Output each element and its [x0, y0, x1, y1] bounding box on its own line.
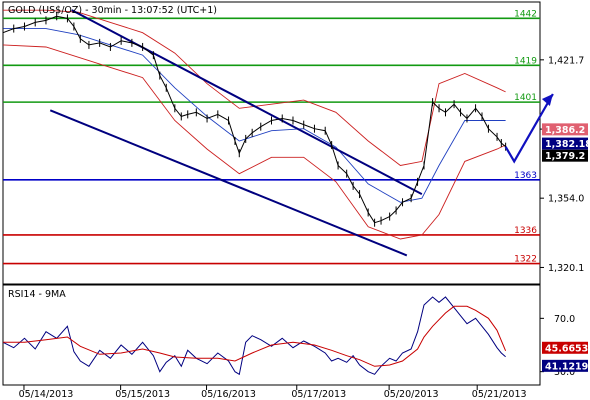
x-tick-label: 05/21/2013 — [472, 389, 527, 400]
x-tick-label: 05/16/2013 — [201, 389, 256, 400]
trend-channel — [49, 9, 423, 257]
rsi-tag-rsi-box — [542, 359, 588, 372]
x-tick-label: 05/15/2013 — [115, 389, 170, 400]
price-tag-upper-band-box — [542, 123, 588, 136]
x-tick-label: 05/14/2013 — [19, 389, 74, 400]
rsi-ma-line — [3, 305, 507, 367]
projection-arrow — [504, 93, 554, 164]
price-y-tick-label: 1,320.1 — [548, 263, 584, 274]
rsi-y-tick-label: 70.0 — [554, 314, 575, 325]
x-tick-label: 05/20/2013 — [384, 389, 439, 400]
price-y-tick-label: 1,421.7 — [548, 55, 584, 66]
price-series — [2, 12, 507, 227]
trend-channel-line-2 — [49, 109, 408, 257]
price-tag-close-label: 1,379.2 — [545, 151, 585, 162]
level-label-1442: 1442 — [514, 9, 537, 19]
trend-channel-line-1 — [71, 9, 423, 195]
price-tag-upper-band-label: 1,386.2 — [545, 125, 585, 136]
horizontal-levels: 1442 1419 1401 1363 1336 1322 — [3, 9, 540, 265]
price-y-tick-label: 1,354.0 — [548, 194, 584, 205]
price-tag-ma-label: 1,382.18 — [545, 139, 590, 150]
projection-path-line — [504, 93, 554, 164]
last-value-tags: 1,386.2 1,382.181,379.2 45.6653 41.1219 — [542, 123, 590, 372]
x-tick-label: 05/17/2013 — [291, 389, 346, 400]
rsi-panel — [2, 284, 541, 386]
rsi-tag-rsi-label: 41.1219 — [545, 361, 588, 372]
rsi-y-tick-label: 30.0 — [554, 367, 575, 378]
price-tag-ma-box — [542, 137, 588, 150]
level-label-1401: 1401 — [514, 93, 537, 103]
rsi-series — [2, 296, 507, 376]
projection-arrowhead — [541, 93, 553, 106]
x-axis-labels: 05/14/2013 05/15/2013 05/16/2013 05/17/2013… — [19, 385, 527, 400]
level-label-1322: 1322 — [514, 255, 537, 265]
rsi-tag-ma-label: 45.6653 — [545, 343, 588, 354]
rsi-line — [2, 296, 506, 376]
rsi-tag-ma-box — [542, 341, 588, 354]
level-label-1363: 1363 — [514, 171, 537, 181]
price-close-line — [2, 15, 506, 224]
bollinger-lower-line — [2, 44, 506, 240]
level-label-1336: 1336 — [514, 226, 537, 236]
price-panel — [2, 1, 541, 285]
bollinger-bands — [2, 9, 506, 240]
bollinger-upper-line — [3, 9, 506, 166]
moving-average-line — [3, 28, 506, 203]
price-chart-title: GOLD (US$/OZ) - 30min - 13:07:52 (UTC+1) — [8, 5, 217, 16]
rsi-chart-title: RSI14 - 9MA — [8, 289, 66, 300]
level-label-1419: 1419 — [514, 56, 537, 66]
price-tag-close-box — [542, 149, 588, 162]
